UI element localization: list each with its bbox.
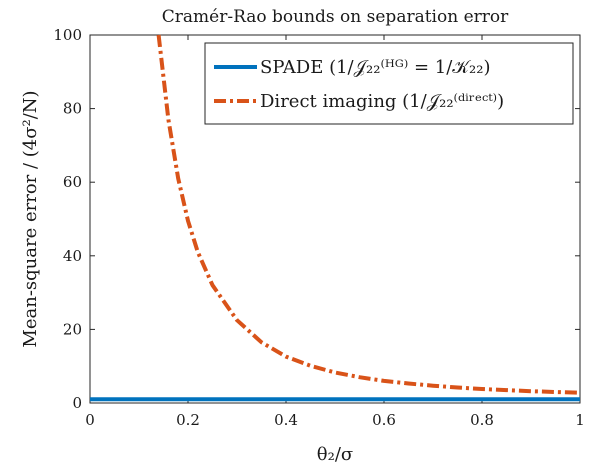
y-tick-label: 80 [63, 100, 82, 118]
y-tick-label: 100 [53, 26, 82, 44]
x-tick-label: 0 [85, 411, 95, 429]
series-layer [90, 34, 581, 402]
y-tick-label: 20 [63, 320, 82, 338]
legend-label-direct-imaging: Direct imaging (1/𝒥₂₂⁽ᵈⁱʳᵉᶜᵗ⁾) [260, 91, 504, 112]
x-tick-label: 0.8 [470, 411, 494, 429]
y-tick-label: 40 [63, 247, 82, 265]
y-axis-label: Mean-square error / (4σ²/N) [20, 90, 41, 347]
x-tick-label: 0.6 [372, 411, 396, 429]
x-tick-label: 0.2 [176, 411, 200, 429]
x-axis: 0 0.2 0.4 0.6 0.8 1 [85, 35, 585, 429]
x-tick-label: 0.4 [274, 411, 298, 429]
x-axis-label: θ₂/σ [317, 444, 353, 465]
legend: SPADE (1/𝒥₂₂⁽ᴴᴳ⁾ = 1/𝒦₂₂) Direct imaging… [204, 42, 574, 125]
y-tick-label: 60 [63, 173, 82, 191]
y-axis: 0 20 40 60 80 100 [53, 26, 580, 412]
chart-title: Cramér-Rao bounds on separation error [162, 7, 509, 27]
legend-box [204, 42, 574, 125]
legend-label-spade: SPADE (1/𝒥₂₂⁽ᴴᴳ⁾ = 1/𝒦₂₂) [260, 57, 490, 78]
y-tick-label: 0 [72, 394, 82, 412]
series-line-direct-imaging [156, 34, 581, 395]
x-tick-label: 1 [575, 411, 585, 429]
